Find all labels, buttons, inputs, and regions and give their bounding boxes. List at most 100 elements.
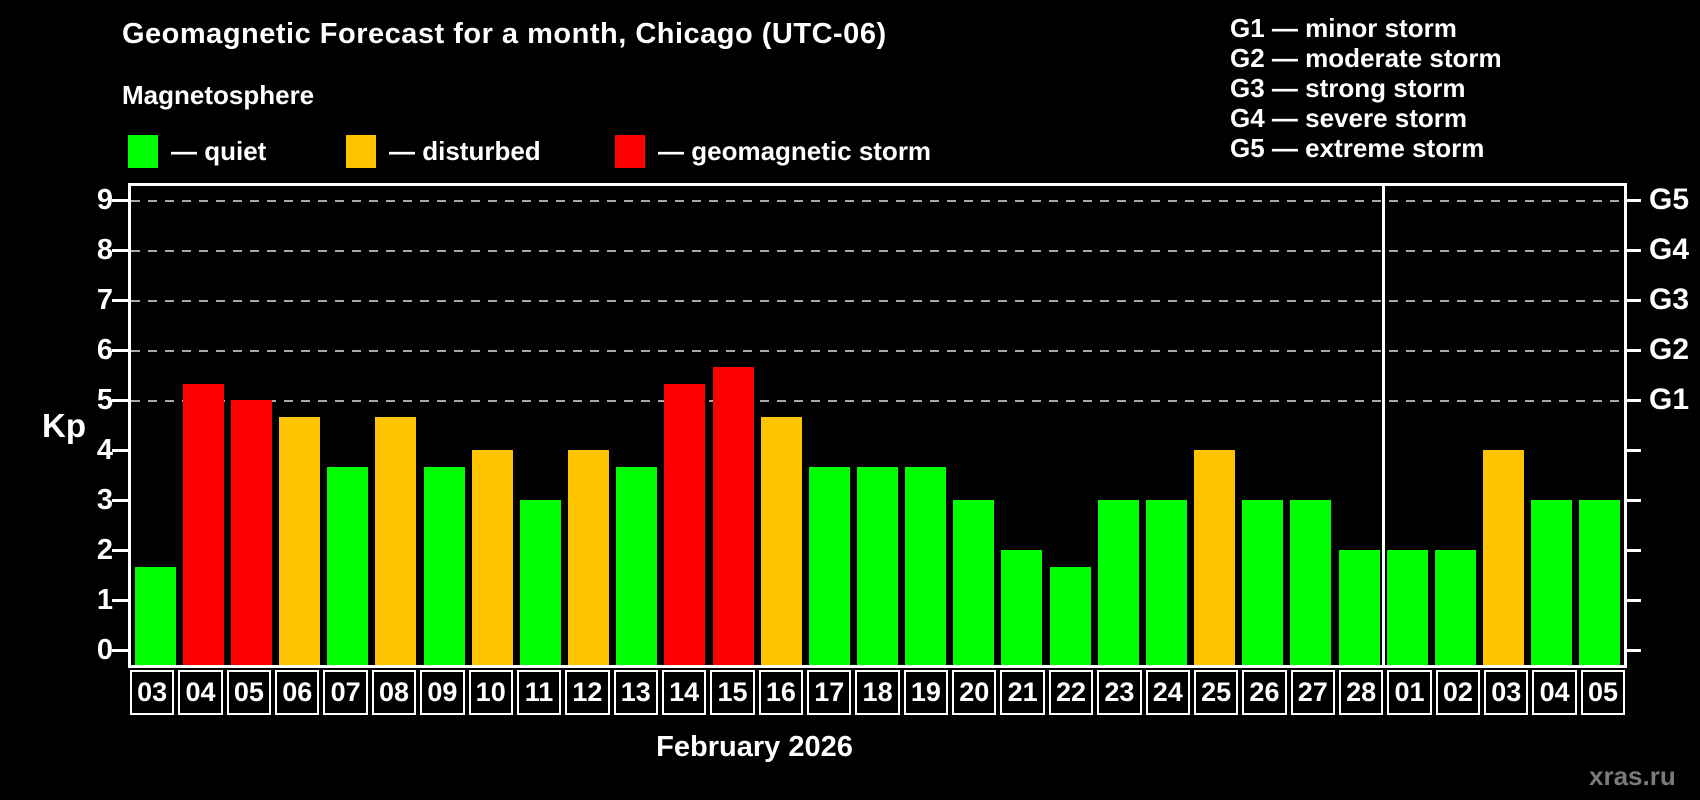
kp-bar-day-18 [857, 466, 898, 665]
gridline-kp-9 [131, 200, 1624, 202]
kp-bar-day-27 [1290, 500, 1332, 665]
day-label-27: 02 [1435, 670, 1481, 715]
legend-item-label: — geomagnetic storm [658, 136, 932, 166]
g-scale-legend-line: G5 — extreme storm [1230, 133, 1485, 163]
gridline-kp-7 [131, 300, 1624, 302]
kp-bar-day-24 [1145, 500, 1187, 665]
day-label-5: 08 [371, 670, 417, 715]
kp-bar-day-19 [905, 466, 947, 665]
x-axis-day-labels: 03 04 05 06 07 08 09 10 11 12 13 14 15 16 17 18 19 20 21 22… [128, 670, 1627, 715]
kp-bar-day-12 [568, 450, 610, 665]
day-label-30: 05 [1580, 670, 1626, 715]
y-tick-right-5 [1624, 398, 1641, 402]
kp-bar-day-23 [1097, 500, 1139, 665]
kp-bar-day-05 [1579, 500, 1621, 665]
day-label-23: 26 [1242, 670, 1287, 715]
day-label-10: 13 [613, 670, 658, 715]
y-axis-title: Kp [42, 407, 86, 444]
day-label-14: 17 [807, 670, 852, 715]
y-tick-label-0: 0 [96, 634, 113, 666]
y-tick-label-2: 2 [96, 534, 113, 566]
quiet-color-swatch [128, 135, 158, 168]
y-tick-label-3: 3 [96, 484, 113, 516]
g-scale-legend-line: G4 — severe storm [1230, 103, 1468, 133]
kp-bar-day-04 [1531, 500, 1573, 665]
y-tick-left-6 [112, 348, 129, 352]
day-label-28: 03 [1484, 670, 1529, 715]
day-label-18: 21 [1000, 670, 1045, 715]
y-tick-right-2 [1624, 548, 1641, 552]
day-label-26: 01 [1387, 670, 1432, 715]
y-tick-label-8: 8 [96, 234, 113, 266]
kp-bar-day-20 [953, 500, 995, 665]
day-label-11: 14 [661, 670, 707, 715]
day-label-21: 24 [1145, 670, 1190, 715]
day-label-19: 22 [1048, 670, 1094, 715]
y-tick-label-6: 6 [96, 334, 113, 366]
g-level-label-G1: G1 [1649, 383, 1690, 416]
kp-bar-day-05 [230, 400, 272, 665]
y-tick-left-5 [112, 398, 129, 402]
kp-bar-day-22 [1049, 566, 1091, 665]
kp-bar-day-08 [375, 416, 417, 665]
y-tick-left-9 [112, 198, 129, 202]
kp-bar-day-17 [808, 466, 850, 665]
kp-bar-day-11 [519, 500, 561, 665]
kp-bar-day-06 [279, 416, 321, 665]
legend-item-storm: — geomagnetic storm [615, 135, 931, 168]
g-level-label-G4: G4 [1649, 233, 1690, 266]
kp-bar-day-26 [1242, 500, 1284, 665]
gridline-kp-8 [131, 250, 1624, 252]
legend-item-label: — quiet [171, 136, 267, 166]
y-tick-left-1 [112, 598, 129, 602]
legend-item-label: — disturbed [389, 136, 541, 166]
kp-bar-day-07 [327, 466, 369, 665]
month-label: February 2026 [656, 731, 853, 763]
day-label-3: 06 [275, 670, 320, 715]
y-tick-right-8 [1624, 248, 1641, 252]
kp-bar-day-28 [1338, 550, 1380, 665]
y-tick-right-9 [1624, 198, 1641, 202]
month-separator-line [1381, 186, 1385, 665]
legend-item-disturbed: — disturbed [346, 135, 541, 168]
gridline-kp-5 [131, 400, 1624, 402]
y-tick-left-8 [112, 248, 129, 252]
storm-color-swatch [615, 135, 645, 168]
y-tick-right-3 [1624, 498, 1641, 502]
kp-bar-day-14 [664, 383, 706, 665]
y-tick-left-4 [112, 448, 129, 452]
y-tick-left-2 [112, 548, 129, 552]
y-tick-right-1 [1624, 598, 1641, 602]
kp-bar-day-15 [712, 366, 754, 665]
kp-bar-day-09 [423, 466, 465, 665]
day-label-29: 04 [1532, 670, 1577, 715]
day-label-13: 16 [758, 670, 804, 715]
kp-bar-day-04 [182, 383, 224, 665]
kp-bar-day-03 [134, 566, 176, 665]
kp-bar-day-02 [1434, 550, 1476, 665]
y-tick-label-4: 4 [96, 434, 113, 466]
chart-title: Geomagnetic Forecast for a month, Chicag… [122, 18, 887, 50]
y-tick-right-4 [1624, 448, 1641, 452]
y-tick-label-5: 5 [96, 384, 113, 416]
day-label-6: 09 [420, 670, 465, 715]
magnetosphere-label: Magnetosphere [122, 80, 315, 110]
legend-item-quiet: — quiet [128, 135, 266, 168]
day-label-2: 05 [226, 670, 272, 715]
kp-bar-day-10 [471, 450, 513, 665]
y-tick-right-0 [1624, 648, 1641, 652]
y-tick-left-0 [112, 648, 129, 652]
y-tick-label-1: 1 [96, 584, 113, 616]
disturbed-color-swatch [346, 135, 376, 168]
watermark: xras.ru [1589, 761, 1676, 791]
day-label-17: 20 [952, 670, 997, 715]
kp-bar-day-25 [1194, 450, 1236, 665]
day-label-9: 12 [565, 670, 610, 715]
day-label-20: 23 [1097, 670, 1142, 715]
y-tick-right-6 [1624, 348, 1641, 352]
g-scale-legend-line: G2 — moderate storm [1230, 43, 1502, 73]
g-level-label-G5: G5 [1649, 183, 1690, 216]
y-tick-label-7: 7 [96, 284, 113, 316]
g-scale-legend-line: G1 — minor storm [1230, 13, 1457, 43]
y-tick-right-7 [1624, 298, 1641, 302]
